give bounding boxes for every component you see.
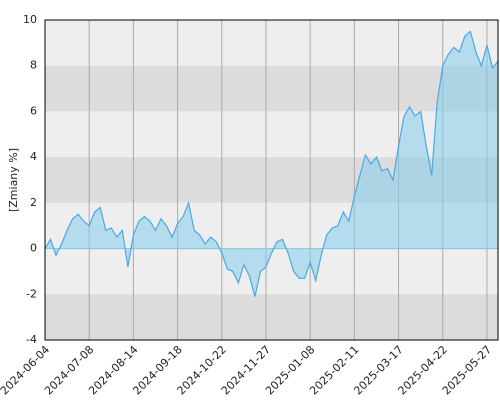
y-tick-label: -2	[26, 287, 37, 300]
y-axis-label: [Zmiany %]	[7, 148, 20, 212]
y-tick-label: 0	[30, 242, 37, 255]
y-tick-label: 4	[30, 150, 37, 163]
plot-border	[44, 19, 499, 341]
y-tick-label: 10	[23, 13, 37, 26]
band	[45, 294, 498, 340]
y-tick-label: -4	[26, 333, 37, 346]
line	[44, 30, 499, 297]
y-tick-label: 2	[30, 196, 37, 209]
band	[45, 20, 498, 66]
band	[45, 248, 498, 295]
y-tick-label: 6	[30, 104, 37, 117]
area	[45, 31, 498, 297]
band	[45, 111, 498, 158]
y-tick-label: 8	[30, 59, 37, 72]
band	[45, 65, 498, 112]
